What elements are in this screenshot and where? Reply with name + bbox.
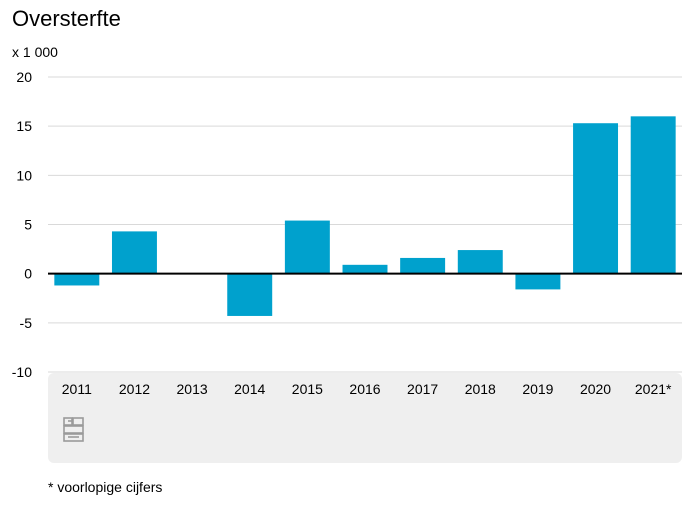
y-tick-label: -5 xyxy=(20,315,33,331)
bar-2019 xyxy=(515,273,561,290)
y-tick-label: 0 xyxy=(24,266,32,282)
x-tick-label: 2019 xyxy=(522,381,553,397)
category-panel xyxy=(48,373,682,463)
y-tick-labels: 20 15 10 5 0 -5 -10 xyxy=(12,69,32,380)
y-axis-unit-label: x 1 000 xyxy=(12,44,58,60)
chart-title: Oversterfte xyxy=(12,6,121,31)
x-tick-label: 2021* xyxy=(635,381,672,397)
y-tick-label: 15 xyxy=(16,118,32,134)
bar-2021 xyxy=(630,116,676,274)
y-tick-label: 10 xyxy=(16,167,32,183)
y-tick-label: -10 xyxy=(12,364,32,380)
x-tick-label: 2012 xyxy=(119,381,150,397)
y-tick-label: 20 xyxy=(16,69,32,85)
x-tick-label: 2013 xyxy=(177,381,208,397)
bar-2014 xyxy=(227,273,273,316)
bar-2012 xyxy=(111,231,157,274)
x-tick-label: 2011 xyxy=(62,381,92,397)
x-tick-label: 2014 xyxy=(234,381,265,397)
bar-2017 xyxy=(400,257,446,274)
cbs-logo-icon xyxy=(63,417,84,442)
footnote: * voorlopige cijfers xyxy=(48,479,163,495)
bar-2015 xyxy=(284,220,330,274)
y-tick-label: 5 xyxy=(24,217,32,233)
x-tick-label: 2017 xyxy=(407,381,438,397)
x-tick-label: 2016 xyxy=(349,381,380,397)
x-tick-label: 2018 xyxy=(465,381,496,397)
bar-2018 xyxy=(457,250,503,274)
x-tick-labels: 2011 2012 2013 2014 2015 2016 2017 2018 2019 2020… xyxy=(62,381,672,397)
bar-2011 xyxy=(54,273,100,286)
bar-2016 xyxy=(342,264,388,274)
x-tick-label: 2015 xyxy=(292,381,323,397)
x-tick-label: 2020 xyxy=(580,381,611,397)
bars xyxy=(54,116,676,316)
bar-2020 xyxy=(573,123,619,274)
